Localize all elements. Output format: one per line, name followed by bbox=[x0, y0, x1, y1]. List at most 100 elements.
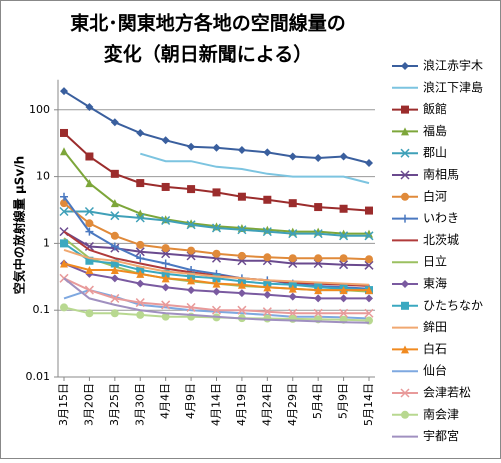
marker bbox=[110, 211, 120, 221]
marker bbox=[135, 247, 145, 257]
legend-label: ひたちなか bbox=[423, 298, 483, 312]
legend-label: いわき bbox=[423, 211, 459, 225]
marker bbox=[84, 285, 94, 295]
marker bbox=[85, 309, 94, 318]
marker bbox=[339, 254, 348, 263]
marker bbox=[136, 269, 145, 278]
marker bbox=[314, 294, 323, 303]
series-line bbox=[63, 277, 370, 324]
marker bbox=[110, 259, 119, 268]
x-tick-label: 4月29日 bbox=[286, 383, 299, 426]
marker bbox=[187, 185, 196, 194]
marker bbox=[135, 298, 145, 308]
marker bbox=[400, 170, 410, 180]
marker bbox=[187, 286, 196, 295]
marker bbox=[339, 308, 349, 318]
marker bbox=[161, 300, 171, 310]
marker bbox=[365, 158, 373, 167]
chart-title: 変化（朝日新聞による） bbox=[104, 43, 312, 66]
marker bbox=[263, 290, 272, 299]
legend-label: 南会津 bbox=[423, 406, 459, 421]
marker bbox=[136, 128, 145, 137]
legend-label: 鉾田 bbox=[423, 319, 447, 334]
marker bbox=[288, 284, 297, 293]
marker bbox=[212, 249, 221, 258]
legend-label: 会津若松 bbox=[423, 386, 471, 400]
marker bbox=[161, 283, 170, 292]
marker bbox=[186, 302, 196, 312]
marker bbox=[237, 289, 246, 298]
marker bbox=[288, 292, 297, 301]
marker bbox=[339, 152, 348, 161]
marker bbox=[161, 312, 170, 321]
marker bbox=[365, 294, 373, 303]
marker bbox=[136, 254, 145, 263]
marker bbox=[161, 136, 170, 145]
y-axis-title: 空気中の放射線量 μSv/h bbox=[12, 156, 27, 294]
legend-label: 浪江赤宇木 bbox=[423, 58, 483, 73]
marker bbox=[400, 388, 410, 398]
marker bbox=[60, 147, 68, 156]
y-tick-label: 0.01 bbox=[26, 370, 51, 383]
marker bbox=[161, 182, 170, 191]
marker bbox=[313, 308, 323, 318]
marker bbox=[400, 148, 410, 158]
marker bbox=[212, 287, 221, 296]
series-line bbox=[140, 152, 370, 185]
marker bbox=[85, 103, 94, 112]
marker bbox=[401, 214, 409, 223]
marker bbox=[263, 314, 272, 323]
marker bbox=[365, 286, 373, 295]
x-tick-label: 5月9日 bbox=[337, 383, 350, 419]
x-tick-label: 5月4日 bbox=[311, 383, 324, 419]
marker bbox=[212, 143, 221, 152]
x-tick-label: 4月24日 bbox=[260, 383, 273, 426]
marker bbox=[364, 231, 374, 241]
marker bbox=[85, 152, 94, 161]
marker bbox=[110, 242, 119, 251]
x-tick-label: 4月4日 bbox=[159, 383, 172, 419]
marker bbox=[339, 286, 348, 295]
marker bbox=[60, 128, 68, 137]
marker bbox=[85, 227, 94, 236]
marker bbox=[84, 206, 94, 217]
marker bbox=[313, 229, 323, 239]
legend-label: 宇都宮 bbox=[423, 428, 459, 443]
marker bbox=[364, 260, 374, 270]
marker bbox=[110, 309, 119, 318]
marker bbox=[85, 265, 94, 274]
marker bbox=[237, 251, 246, 260]
marker bbox=[211, 305, 222, 315]
marker bbox=[161, 259, 170, 268]
series-line bbox=[63, 248, 370, 286]
marker bbox=[401, 280, 409, 288]
marker bbox=[60, 303, 68, 312]
marker bbox=[85, 179, 94, 188]
marker bbox=[237, 305, 247, 315]
marker bbox=[365, 206, 373, 215]
marker bbox=[237, 280, 246, 289]
marker bbox=[314, 254, 323, 263]
marker bbox=[314, 203, 323, 212]
marker bbox=[136, 279, 145, 288]
marker bbox=[85, 219, 94, 228]
marker bbox=[263, 253, 272, 262]
y-tick-label: 10 bbox=[36, 170, 50, 183]
x-tick-label: 4月9日 bbox=[184, 383, 197, 419]
marker bbox=[339, 204, 348, 213]
x-tick-label: 5月14日 bbox=[362, 383, 375, 426]
marker bbox=[401, 127, 409, 136]
marker bbox=[212, 274, 221, 283]
marker bbox=[136, 179, 145, 188]
marker bbox=[135, 213, 145, 223]
marker bbox=[60, 87, 68, 96]
marker bbox=[365, 255, 373, 264]
marker bbox=[211, 223, 222, 233]
marker bbox=[60, 259, 68, 268]
marker bbox=[110, 169, 119, 178]
marker bbox=[401, 301, 409, 310]
marker bbox=[136, 310, 145, 319]
marker bbox=[401, 105, 409, 114]
x-tick-label: 4月19日 bbox=[235, 383, 248, 426]
